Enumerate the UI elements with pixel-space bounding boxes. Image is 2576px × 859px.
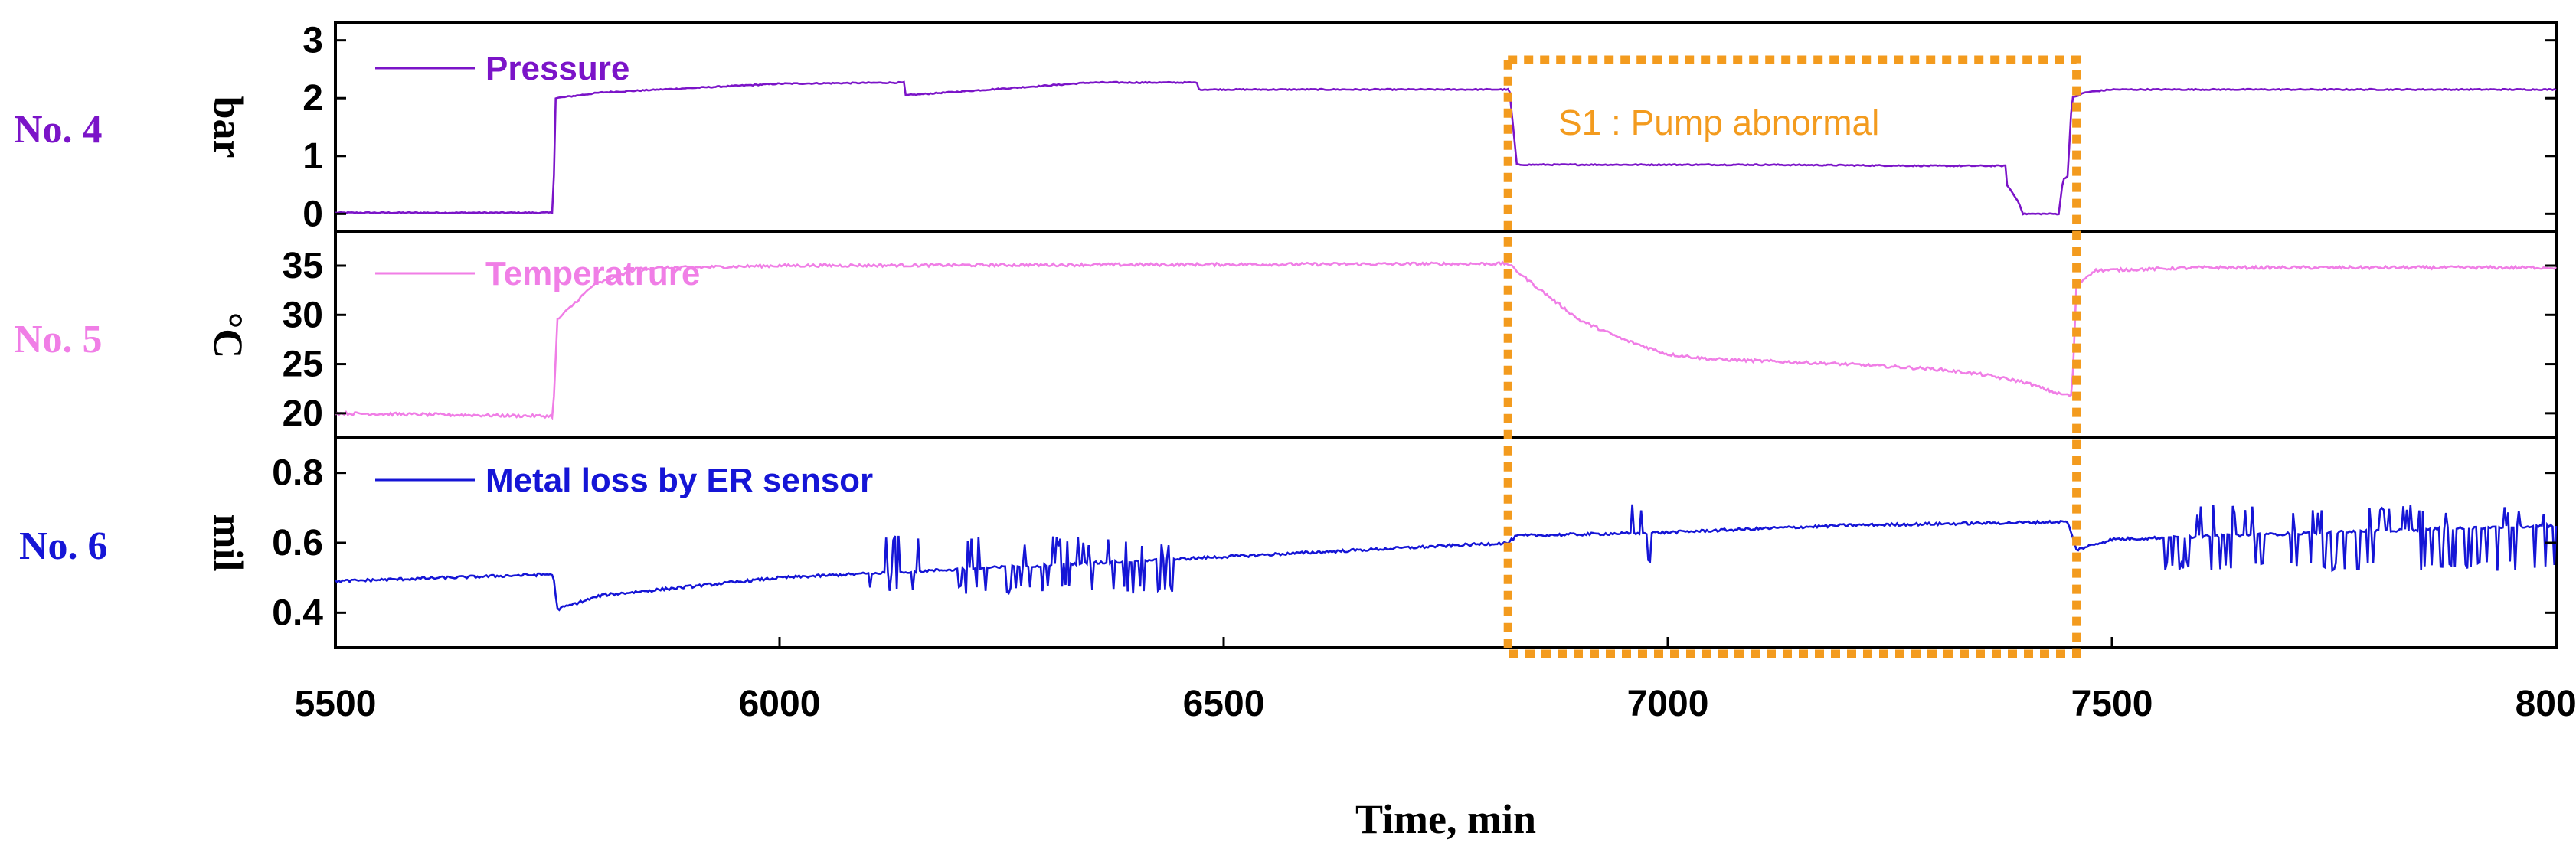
- metal-loss-y-tick-label: 0.4: [272, 593, 323, 633]
- temperature-series: [335, 260, 2557, 420]
- metal-loss-panel: 0.40.60.8 Metal loss by ER sensor No. 6 …: [19, 436, 2558, 649]
- pressure-plot-frame: [334, 21, 2558, 233]
- pressure-series: [335, 80, 2557, 216]
- metal-loss-y-ticks: 0.4 0.6 0.8: [272, 453, 2556, 633]
- metal-loss-line: [335, 504, 2558, 612]
- pressure-panel: 0 1 2 3 Pressure No. 4 bar: [14, 21, 2558, 234]
- metal-loss-unit-label: mil: [205, 514, 251, 572]
- temperature-panel-tag: No. 5: [14, 318, 103, 361]
- metal-loss-legend-label: Metal loss by ER sensor: [485, 462, 873, 499]
- pressure-y-tick-label: 1: [302, 136, 323, 177]
- pressure-y-tick-label: 3: [302, 21, 323, 61]
- temperature-line: [335, 260, 2557, 420]
- x-tick-label: 6000: [739, 684, 821, 724]
- pressure-line: [335, 80, 2557, 216]
- pressure-y-tick-label: 2: [302, 78, 323, 119]
- temperature-y-ticks: 20 25 30 35: [283, 246, 2556, 434]
- pressure-unit-label: bar: [205, 96, 251, 158]
- x-axis-label: Time, min: [1355, 796, 1536, 842]
- annotation-dotted-box: [1503, 55, 2081, 658]
- pressure-y-tick-label: 0: [302, 194, 323, 234]
- temperature-y-tick-label: 20: [283, 394, 323, 434]
- x-tick-label: 7500: [2071, 684, 2153, 724]
- pump-abnormal-annotation: S1 : Pump abnormal: [1503, 55, 2081, 658]
- temperature-legend-label: Temperatrure: [485, 255, 700, 292]
- pressure-panel-tag: No. 4: [14, 108, 103, 152]
- pressure-legend-label: Pressure: [485, 50, 629, 87]
- temperature-y-tick-label: 35: [283, 246, 323, 286]
- temperature-y-tick-label: 30: [283, 295, 323, 335]
- x-axis: 5500 6000 6500 7000 7500 8000: [295, 637, 2576, 724]
- metal-loss-y-tick-label: 0.8: [272, 453, 323, 494]
- x-tick-label: 6500: [1183, 684, 1265, 724]
- temperature-unit-label: °C: [205, 312, 251, 359]
- metal-loss-series: [335, 504, 2558, 612]
- temperature-y-tick-label: 25: [283, 345, 323, 385]
- metal-loss-panel-tag: No. 6: [19, 524, 108, 568]
- x-tick-label: 8000: [2516, 684, 2576, 724]
- temperature-panel: 20 25 30 35 Temperatrure No. 5 °C: [14, 230, 2558, 439]
- annotation-label: S1 : Pump abnormal: [1558, 103, 1879, 142]
- pressure-y-ticks: 0 1 2 3: [302, 21, 2556, 234]
- x-tick-label: 5500: [295, 684, 377, 724]
- metal-loss-y-tick-label: 0.6: [272, 523, 323, 563]
- x-tick-label: 7000: [1627, 684, 1709, 724]
